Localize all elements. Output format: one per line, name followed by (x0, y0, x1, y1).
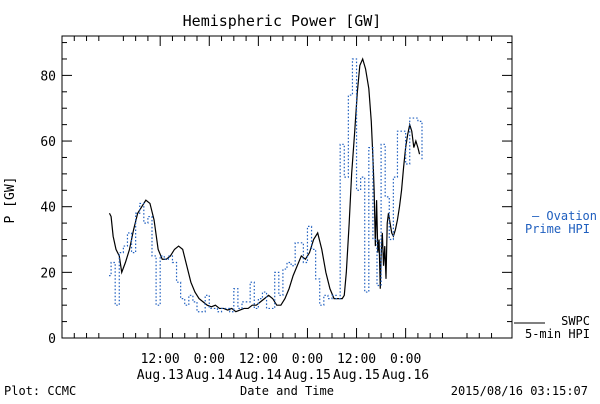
x-tick-date-label: Aug.14 (186, 368, 233, 383)
x-tick-date-label: Aug.16 (382, 368, 429, 383)
x-tick-date-label: Aug.13 (137, 368, 184, 383)
x-tick-date-label: Aug.15 (333, 368, 380, 383)
y-tick-label: 60 (40, 135, 56, 150)
legend-swpc-line2: 5-min HPI (525, 327, 590, 341)
y-tick-label: 0 (48, 332, 56, 347)
legend-ovation-line2: Prime HPI (525, 222, 590, 236)
x-axis-label: Date and Time (240, 384, 334, 398)
x-tick-time-label: 12:00 (239, 352, 278, 367)
x-tick-time-label: 12:00 (337, 352, 376, 367)
y-axis-label: P [GW] (3, 177, 18, 224)
series-layer (108, 57, 423, 313)
x-tick-time-label: 0:00 (390, 352, 421, 367)
plot-credit: Plot: CCMC (4, 384, 76, 398)
legend-swpc-line1: SWPC (561, 314, 590, 328)
x-tick-date-label: Aug.14 (235, 368, 282, 383)
x-tick-time-label: 0:00 (194, 352, 225, 367)
x-tick-time-label: 0:00 (292, 352, 323, 367)
plot-frame (61, 35, 513, 339)
axes-layer: 02040608012:00Aug.130:00Aug.1412:00Aug.1… (40, 36, 512, 383)
y-tick-label: 40 (40, 201, 56, 216)
y-tick-label: 20 (40, 266, 56, 281)
x-tick-time-label: 12:00 (141, 352, 180, 367)
series-ovation-prime-hpi (109, 58, 423, 313)
x-tick-date-label: Aug.15 (284, 368, 331, 383)
series-swpc-5min-hpi (108, 57, 421, 313)
legend-ovation-line1: – Ovation (532, 209, 597, 223)
plot-timestamp: 2015/08/16 03:15:07 (451, 384, 588, 398)
y-tick-label: 80 (40, 69, 56, 84)
chart-title: Hemispheric Power [GW] (183, 12, 382, 30)
